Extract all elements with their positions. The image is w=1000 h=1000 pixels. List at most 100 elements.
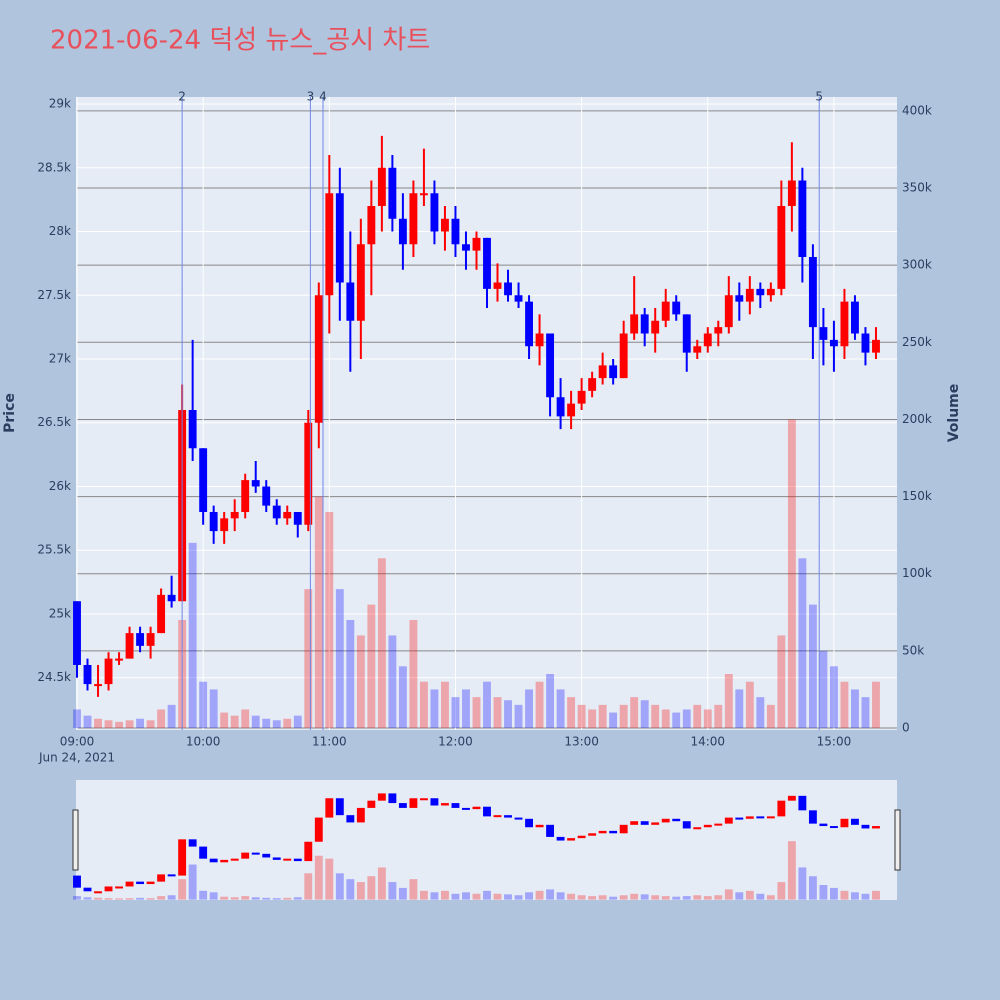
volume-bar xyxy=(483,681,491,728)
slider-volume xyxy=(199,890,208,900)
slider-volume xyxy=(504,894,512,900)
slider-candle xyxy=(472,806,481,810)
candle-body xyxy=(546,333,555,398)
y2-tick-label: 250k xyxy=(902,335,932,349)
slider-candle xyxy=(325,798,334,818)
y2-tick-label: 200k xyxy=(902,412,932,426)
slider-candle xyxy=(335,798,344,816)
volume-bar xyxy=(356,635,365,728)
candle-body xyxy=(377,167,386,207)
slider-volume xyxy=(588,896,597,900)
candle-body xyxy=(409,193,418,245)
volume-bar xyxy=(682,709,691,728)
slider-volume xyxy=(409,879,418,900)
slider-candle xyxy=(514,817,523,820)
slider-volume xyxy=(335,873,344,900)
volume-bar xyxy=(672,712,681,728)
volume-bar xyxy=(630,697,639,728)
slider-volume xyxy=(241,896,250,900)
y2-axis-label: Volume xyxy=(946,384,962,443)
candle-body xyxy=(335,193,344,283)
volume-bar xyxy=(314,496,323,728)
slider-candle xyxy=(577,835,586,839)
slider-volume xyxy=(188,864,197,900)
candle-body xyxy=(703,333,712,347)
slider-volume xyxy=(829,887,838,900)
slider-candle xyxy=(262,853,271,858)
slider-volume xyxy=(346,879,355,900)
slider-volume xyxy=(840,890,849,900)
candle-body xyxy=(724,295,733,328)
slider-volume xyxy=(577,895,586,900)
slider-volume xyxy=(724,889,733,900)
slider-volume xyxy=(73,896,81,900)
volume-bar xyxy=(325,512,334,728)
slider-candle xyxy=(409,798,418,808)
candle-body xyxy=(398,218,407,245)
slider-candle xyxy=(787,795,796,801)
volume-bar xyxy=(262,718,271,728)
slider-candle xyxy=(535,824,544,828)
candle-body xyxy=(588,378,597,391)
candle-body xyxy=(808,257,817,328)
candle-body xyxy=(630,314,639,334)
slider-candle xyxy=(861,824,870,829)
volume-bar xyxy=(335,589,344,728)
slider-candle xyxy=(609,830,618,834)
slider-volume xyxy=(125,898,134,900)
volume-bar xyxy=(441,681,449,728)
slider-candle xyxy=(167,874,176,877)
candle-body xyxy=(619,333,628,379)
candle-body xyxy=(567,403,576,417)
slider-volume xyxy=(136,897,145,900)
volume-bar xyxy=(199,681,208,728)
slider-volume xyxy=(430,892,439,900)
slider-candle xyxy=(714,823,723,826)
candle-body xyxy=(73,601,81,665)
candle-body xyxy=(356,244,365,321)
candle-body xyxy=(441,218,449,232)
volume-bar xyxy=(819,650,828,728)
candle-body xyxy=(167,594,176,602)
candle-body xyxy=(872,339,880,353)
volume-bar xyxy=(346,620,355,728)
candle-body xyxy=(419,193,428,196)
volume-bar xyxy=(73,709,81,728)
slider-volume xyxy=(251,897,260,900)
candle-body xyxy=(661,301,670,321)
candle-body xyxy=(262,486,271,506)
candle-body xyxy=(83,664,92,685)
range-slider[interactable] xyxy=(76,780,897,900)
slider-handle[interactable] xyxy=(72,809,79,871)
slider-volume xyxy=(367,876,376,900)
slider-candle xyxy=(220,859,229,863)
slider-candle xyxy=(367,800,376,808)
slider-candle xyxy=(777,800,786,817)
slider-handle[interactable] xyxy=(894,809,901,871)
slider-candle xyxy=(462,807,470,810)
slider-candle xyxy=(199,846,208,859)
y-tick-label: 28k xyxy=(49,224,71,238)
candle-body xyxy=(556,397,565,417)
candle-body xyxy=(157,594,166,634)
slider-candle xyxy=(840,818,849,828)
volume-bar xyxy=(462,689,470,728)
volume-bar xyxy=(609,712,618,728)
slider-candle xyxy=(693,827,702,830)
volume-bar xyxy=(577,704,586,728)
volume-bar xyxy=(304,589,313,728)
slider-candle xyxy=(188,839,197,847)
candle-body xyxy=(272,505,281,519)
slider-volume xyxy=(777,882,786,900)
slider-volume xyxy=(398,887,407,900)
candle-body xyxy=(304,422,313,525)
volume-bar xyxy=(640,700,649,728)
slider-volume xyxy=(230,897,239,900)
y-tick-label: 27.5k xyxy=(37,288,71,302)
slider-candle xyxy=(230,858,239,861)
volume-bar xyxy=(619,704,628,728)
slider-candle xyxy=(556,836,565,841)
candle-body xyxy=(672,301,681,315)
volume-bar xyxy=(115,721,123,728)
x-tick-label: 10:00 xyxy=(186,735,221,749)
